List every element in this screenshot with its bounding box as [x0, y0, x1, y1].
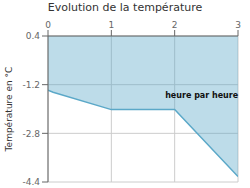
html-text:Evolution de la température: Evolution de la température	[47, 1, 203, 14]
svg-text:1: 1	[108, 20, 114, 30]
svg-text:-4.4: -4.4	[22, 177, 40, 187]
svg-text:0: 0	[45, 20, 51, 30]
svg-text:Température en °C: Température en °C	[8, 67, 14, 153]
svg-text:0.4: 0.4	[26, 31, 41, 41]
svg-text:3: 3	[235, 20, 241, 30]
svg-text:2: 2	[172, 20, 178, 30]
svg-text:heure par heure: heure par heure	[165, 91, 239, 100]
svg-text:-1.2: -1.2	[22, 80, 40, 90]
svg-text:-2.8: -2.8	[22, 129, 40, 139]
